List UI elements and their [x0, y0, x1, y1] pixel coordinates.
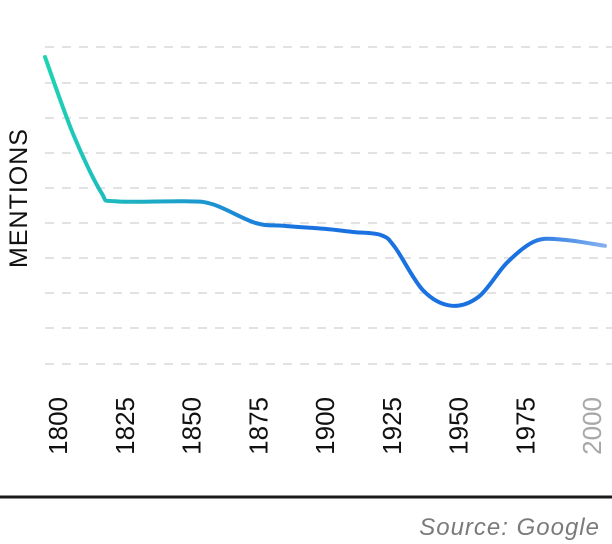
x-axis-ticks: 1800 1825 1850 1875 1900 1925 1950 1975 2000 [43, 397, 607, 455]
x-tick-label: 1800 [43, 397, 73, 455]
x-tick-label: 2000 [577, 397, 607, 455]
x-tick-label: 1900 [310, 397, 340, 455]
x-tick-label: 1950 [444, 397, 474, 455]
y-axis-label-group: MENTIONS [5, 128, 33, 268]
x-tick-label: 1850 [177, 397, 207, 455]
y-axis-label: MENTIONS [5, 128, 33, 268]
gridlines [45, 46, 612, 365]
x-tick-label: 1975 [510, 397, 540, 455]
x-tick-label: 1825 [110, 397, 140, 455]
x-tick-label: 1925 [377, 397, 407, 455]
x-tick-label: 1875 [243, 397, 273, 455]
source-caption: Source: Google [419, 514, 600, 541]
series-line [43, 55, 607, 308]
